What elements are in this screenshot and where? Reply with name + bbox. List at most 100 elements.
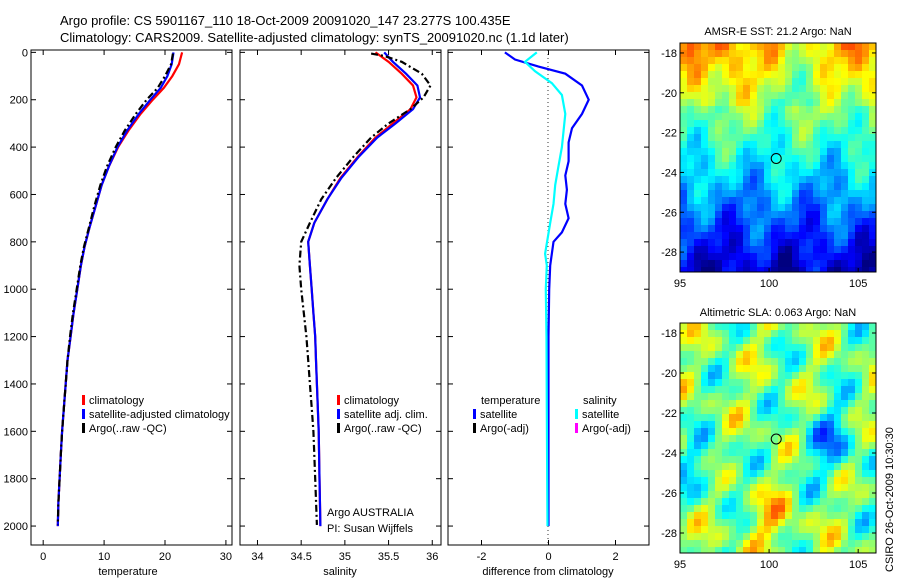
- heatmap-cell: [736, 463, 744, 471]
- heatmap-cell: [715, 232, 723, 240]
- heatmap-cell: [743, 197, 751, 205]
- heatmap-cell: [848, 463, 856, 471]
- heatmap-cell: [792, 78, 800, 86]
- heatmap-cell: [813, 134, 821, 142]
- heatmap-cell: [862, 330, 870, 338]
- heatmap-cell: [757, 92, 765, 100]
- heatmap-cell: [820, 120, 828, 128]
- heatmap-cell: [778, 190, 786, 198]
- heatmap-cell: [820, 169, 828, 177]
- heatmap-cell: [827, 232, 835, 240]
- heatmap-cell: [841, 169, 849, 177]
- heatmap-cell: [729, 169, 737, 177]
- heatmap-cell: [750, 183, 758, 191]
- heatmap-cell: [806, 365, 814, 373]
- heatmap-cell: [757, 477, 765, 485]
- float-position-marker: [770, 433, 782, 445]
- heatmap-cell: [736, 421, 744, 429]
- heatmap-cell: [750, 113, 758, 121]
- heatmap-cell: [778, 526, 786, 534]
- heatmap-cell: [722, 176, 730, 184]
- heatmap-cell: [708, 85, 716, 93]
- heatmap-cell: [750, 148, 758, 156]
- heatmap-cell: [757, 78, 765, 86]
- heatmap-cell: [743, 211, 751, 219]
- heatmap-cell: [743, 449, 751, 457]
- heatmap-cell: [848, 526, 856, 534]
- heatmap-cell: [827, 449, 835, 457]
- heatmap-cell: [827, 365, 835, 373]
- difference-legend-item-label: Argo(-adj): [582, 423, 631, 435]
- heatmap-cell: [813, 421, 821, 429]
- sst-map-box: [679, 42, 877, 273]
- heatmap-cell: [715, 442, 723, 450]
- heatmap-cell: [680, 183, 688, 191]
- heatmap-cell: [722, 351, 730, 359]
- heatmap-cell: [785, 155, 793, 163]
- heatmap-cell: [680, 442, 688, 450]
- heatmap-cell: [799, 456, 807, 464]
- heatmap-cell: [715, 477, 723, 485]
- heatmap-cell: [764, 120, 772, 128]
- heatmap-cell: [827, 407, 835, 415]
- heatmap-cell: [778, 211, 786, 219]
- heatmap-cell: [771, 351, 779, 359]
- heatmap-cell: [736, 162, 744, 170]
- heatmap-cell: [764, 344, 772, 352]
- heatmap-cell: [806, 407, 814, 415]
- heatmap-cell: [792, 407, 800, 415]
- heatmap-cell: [715, 351, 723, 359]
- heatmap-cell: [736, 43, 744, 51]
- heatmap-cell: [799, 211, 807, 219]
- heatmap-cell: [785, 491, 793, 499]
- heatmap-cell: [820, 421, 828, 429]
- heatmap-cell: [813, 169, 821, 177]
- heatmap-cell: [694, 323, 702, 331]
- heatmap-cell: [841, 344, 849, 352]
- heatmap-cell: [729, 43, 737, 51]
- heatmap-cell: [771, 92, 779, 100]
- heatmap-cell: [785, 190, 793, 198]
- heatmap-cell: [729, 421, 737, 429]
- heatmap-cell: [757, 176, 765, 184]
- heatmap-cell: [680, 470, 688, 478]
- heatmap-cell: [743, 169, 751, 177]
- heatmap-cell: [827, 372, 835, 380]
- heatmap-cell: [827, 463, 835, 471]
- heatmap-cell: [722, 372, 730, 380]
- heatmap-cell: [764, 435, 772, 443]
- heatmap-cell: [750, 92, 758, 100]
- heatmap-cell: [855, 99, 863, 107]
- heatmap-cell: [701, 330, 709, 338]
- heatmap-cell: [869, 148, 876, 156]
- heatmap-cell: [715, 365, 723, 373]
- heatmap-cell: [680, 218, 688, 226]
- heatmap-cell: [834, 183, 842, 191]
- heatmap-cell: [862, 106, 870, 114]
- heatmap-cell: [848, 330, 856, 338]
- lat-tick-label: -26: [661, 207, 677, 219]
- heatmap-cell: [778, 253, 786, 261]
- heatmap-cell: [869, 232, 876, 240]
- heatmap-cell: [687, 141, 695, 149]
- heatmap-cell: [764, 540, 772, 548]
- heatmap-cell: [750, 498, 758, 506]
- heatmap-cell: [687, 330, 695, 338]
- heatmap-cell: [694, 344, 702, 352]
- heatmap-cell: [841, 106, 849, 114]
- heatmap-cell: [687, 442, 695, 450]
- heatmap-cell: [764, 456, 772, 464]
- heatmap-cell: [813, 239, 821, 247]
- heatmap-cell: [708, 246, 716, 254]
- heatmap-cell: [757, 372, 765, 380]
- heatmap-cell: [862, 386, 870, 394]
- heatmap-cell: [687, 386, 695, 394]
- heatmap-cell: [848, 372, 856, 380]
- heatmap-cell: [694, 71, 702, 79]
- heatmap-cell: [841, 449, 849, 457]
- lon-tick-label: 105: [849, 559, 867, 571]
- heatmap-cell: [722, 449, 730, 457]
- heatmap-cell: [855, 218, 863, 226]
- heatmap-cell: [715, 449, 723, 457]
- heatmap-cell: [771, 470, 779, 478]
